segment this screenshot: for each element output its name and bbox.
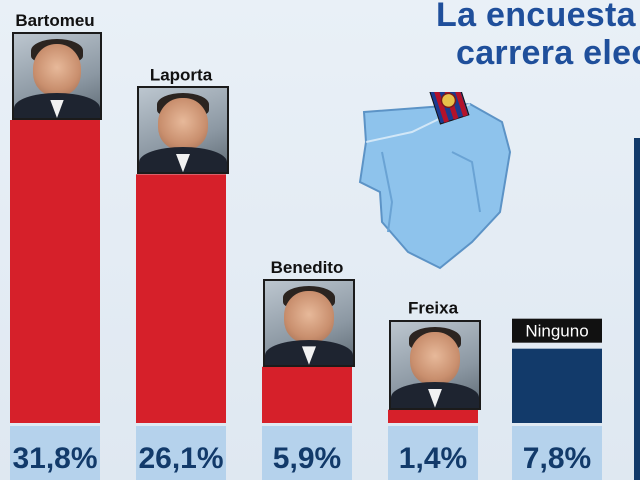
- category-label-laporta: Laporta: [150, 65, 213, 84]
- ballot-box-icon: [358, 92, 512, 270]
- edge-bar: [634, 138, 640, 480]
- value-band-benedito: [262, 426, 352, 480]
- photo-benedito: [263, 278, 355, 367]
- value-label-freixa: 1,4%: [399, 442, 467, 475]
- category-label-ninguno: Ninguno: [525, 322, 588, 341]
- category-label-benedito: Benedito: [271, 258, 344, 277]
- photo-laporta: [137, 86, 229, 175]
- value-label-benedito: 5,9%: [273, 442, 341, 475]
- photo-freixa: [389, 319, 481, 410]
- value-band-freixa: [388, 426, 478, 480]
- bar-bartomeu: [10, 120, 100, 423]
- title-line-1: La encuesta: [436, 0, 636, 34]
- value-band-laporta: [136, 426, 226, 480]
- value-label-laporta: 26,1%: [138, 442, 223, 475]
- value-band-bartomeu: [10, 426, 100, 480]
- category-label-bartomeu: Bartomeu: [15, 11, 94, 30]
- photo-bartomeu: [12, 32, 102, 120]
- category-label-freixa: Freixa: [408, 299, 459, 318]
- title-line-2: carrera elec: [456, 34, 640, 72]
- bar-laporta: [136, 174, 226, 423]
- bar-ninguno: [512, 348, 602, 423]
- value-band-ninguno: [512, 426, 602, 480]
- value-label-ninguno: 7,8%: [523, 442, 591, 475]
- bar-benedito: [262, 366, 352, 423]
- bar-freixa: [388, 409, 478, 423]
- value-label-bartomeu: 31,8%: [12, 442, 97, 475]
- category-label-box-ninguno: [512, 318, 602, 343]
